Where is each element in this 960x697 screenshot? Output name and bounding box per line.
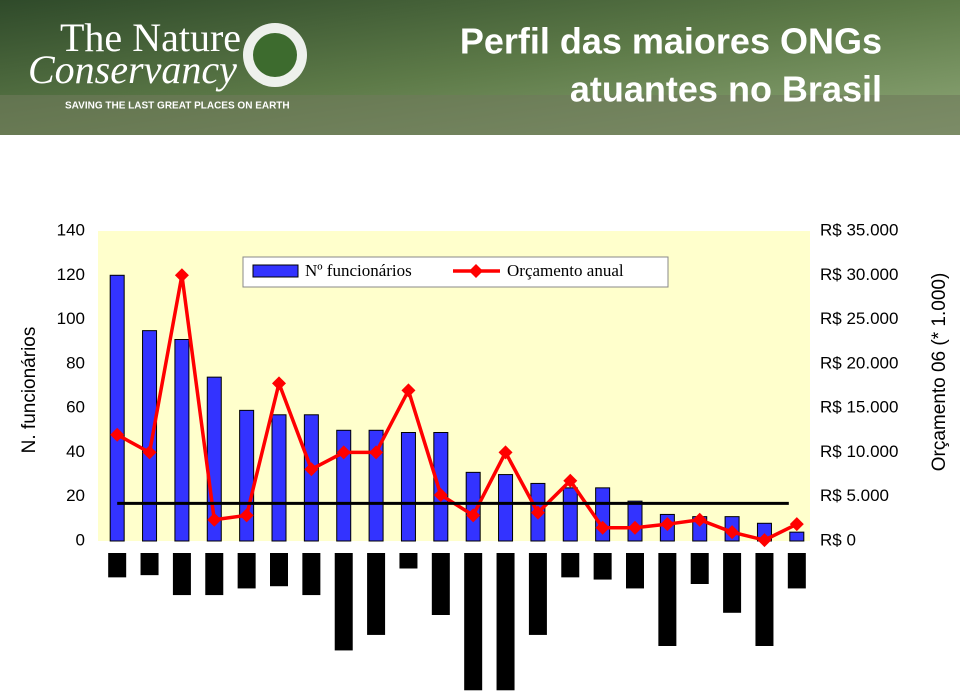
lower-bar <box>658 553 677 646</box>
line-marker <box>401 383 416 398</box>
line-marker <box>530 505 545 520</box>
line-marker <box>336 445 351 460</box>
line-marker <box>725 525 740 540</box>
lower-bar <box>561 553 580 578</box>
logo-tagline: SAVING THE LAST GREAT PLACES ON EARTH <box>65 101 290 112</box>
legend-swatch <box>252 264 299 278</box>
legend-marker <box>469 264 483 278</box>
y2-tick-label: R$ 5.000 <box>820 486 889 505</box>
line-marker <box>628 520 642 535</box>
lower-bar <box>690 553 709 584</box>
line-marker <box>174 268 189 283</box>
header-ground <box>0 95 960 135</box>
lower-bar <box>464 553 483 691</box>
line-marker <box>498 445 513 460</box>
y2-tick-label: R$ 20.000 <box>820 353 898 372</box>
legend-label: Nº funcionários <box>305 261 412 280</box>
y2-tick-label: R$ 25.000 <box>820 309 898 328</box>
y-tick-label: 40 <box>66 442 85 461</box>
bar <box>174 339 190 542</box>
line-marker <box>595 520 610 535</box>
y-tick-label: 20 <box>66 486 85 505</box>
logo-text: Conservancy <box>28 47 237 92</box>
line-marker <box>660 517 675 532</box>
line <box>116 274 798 542</box>
y2-tick-label: R$ 30.000 <box>820 265 898 284</box>
lower-bar <box>334 553 353 651</box>
line-marker <box>692 512 707 527</box>
title: atuantes no Brasil <box>570 69 882 110</box>
line-marker <box>239 508 254 523</box>
line-marker <box>110 427 125 442</box>
lower-bar <box>108 553 127 578</box>
bar <box>368 429 384 542</box>
lower-bar <box>626 553 644 589</box>
lower-bar <box>787 553 806 589</box>
lower-bar <box>140 553 159 576</box>
line-marker <box>757 533 772 548</box>
bar <box>465 471 481 542</box>
line-marker <box>433 487 448 502</box>
lower-bar <box>205 553 224 596</box>
line-marker <box>789 517 804 532</box>
legend-label: Orçamento anual <box>507 261 624 280</box>
bar <box>109 274 125 542</box>
lower-bar <box>302 553 321 596</box>
line-marker <box>369 445 384 460</box>
y-tick-label: 140 <box>57 220 85 239</box>
bar <box>562 487 578 542</box>
y2-tick-label: R$ 10.000 <box>820 442 898 461</box>
y-tick-label: 80 <box>66 353 85 372</box>
line-marker <box>304 462 319 477</box>
lower-bar <box>431 553 450 615</box>
lower-bar <box>755 553 774 646</box>
y-tick-label: 0 <box>76 530 85 549</box>
y2-axis-label: Orçamento 06 (* 1.000) <box>929 273 950 472</box>
line-marker <box>272 376 286 391</box>
lower-bar <box>496 553 515 691</box>
lower-bar <box>528 553 547 635</box>
bar <box>400 432 416 542</box>
bar <box>789 531 805 542</box>
lower-bar <box>270 553 288 587</box>
title: Perfil das maiores ONGs <box>460 21 882 62</box>
logo-text: The Nature <box>60 15 241 60</box>
bar <box>336 429 352 542</box>
line-marker <box>563 473 578 488</box>
bar <box>498 474 514 542</box>
line-marker <box>466 508 481 523</box>
bar <box>142 330 158 542</box>
y2-tick-label: R$ 35.000 <box>820 220 898 239</box>
y-tick-label: 60 <box>66 398 85 417</box>
lower-bar <box>172 553 191 596</box>
bar <box>433 432 449 542</box>
lower-bar <box>593 553 612 580</box>
lower-bar <box>237 553 256 589</box>
lower-bar <box>723 553 742 613</box>
bar <box>271 414 287 542</box>
y2-tick-label: R$ 0 <box>820 530 856 549</box>
bar <box>303 414 319 542</box>
logo-leaf-inner <box>253 33 297 77</box>
y2-tick-label: R$ 15.000 <box>820 398 898 417</box>
y-axis-label: N. funcionários <box>19 327 40 454</box>
y-tick-label: 100 <box>57 309 85 328</box>
line-marker <box>207 512 222 527</box>
y-tick-label: 120 <box>57 265 85 284</box>
line-marker <box>142 445 157 460</box>
lower-bar <box>367 553 386 635</box>
lower-bar <box>399 553 418 569</box>
